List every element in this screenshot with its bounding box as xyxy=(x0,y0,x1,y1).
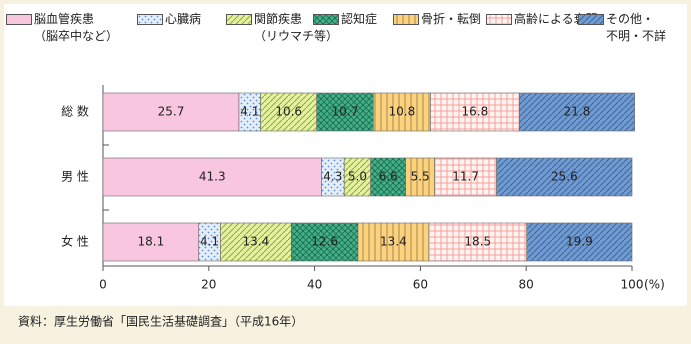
legend-swatch xyxy=(313,14,339,25)
legend-swatch xyxy=(226,14,252,25)
bar-segment xyxy=(430,92,520,132)
legend-label: 認知症 xyxy=(341,12,378,26)
value-label: 13.4 xyxy=(243,235,270,249)
value-label: 25.6 xyxy=(551,170,578,184)
bar-segment xyxy=(102,157,322,197)
value-label: 4.3 xyxy=(323,170,342,184)
category-label: 総 数 xyxy=(61,104,89,119)
bar-segment xyxy=(373,92,431,132)
value-label: 25.7 xyxy=(158,105,185,119)
value-label: 41.3 xyxy=(199,170,226,184)
category-label: 女 性 xyxy=(61,234,89,249)
value-label: 4.1 xyxy=(200,235,219,249)
legend-swatch xyxy=(6,14,32,25)
legend-label: 高齢による衰弱 xyxy=(514,12,598,26)
bar-segment xyxy=(526,222,633,262)
value-label: 11.7 xyxy=(452,170,479,184)
value-label: 10.7 xyxy=(332,105,359,119)
bar-segment xyxy=(343,157,371,197)
value-label: 21.8 xyxy=(564,105,591,119)
bar-segment xyxy=(496,157,633,197)
category-label: 男 性 xyxy=(61,170,89,184)
value-label: 5.5 xyxy=(411,170,430,184)
bar-segment xyxy=(291,222,359,262)
bar-segment xyxy=(405,157,435,197)
bar-segment xyxy=(519,92,635,132)
bar-segment xyxy=(434,157,497,197)
x-tick-label: 80 xyxy=(519,278,534,292)
x-tick-label: 40 xyxy=(307,278,322,292)
bar-segment xyxy=(316,92,374,132)
value-label: 18.5 xyxy=(464,235,491,249)
legend-label: 骨折・転倒 xyxy=(421,12,482,26)
value-label: 18.1 xyxy=(138,235,165,249)
bar-segment xyxy=(220,222,292,262)
x-tick-label: 100 xyxy=(621,278,644,292)
legend-swatch xyxy=(137,14,163,25)
legend-label: 脳血管疾患 （脳卒中など） xyxy=(34,12,119,43)
x-tick-label: 60 xyxy=(413,278,428,292)
value-label: 12.6 xyxy=(311,235,338,249)
legend-swatch xyxy=(486,14,512,25)
value-label: 13.4 xyxy=(380,235,407,249)
value-label: 10.6 xyxy=(275,105,302,119)
value-label: 5.0 xyxy=(348,170,367,184)
legend-label: 関節疾患 （リウマチ等） xyxy=(254,12,339,43)
x-tick-label: 20 xyxy=(201,278,216,292)
value-label: 19.9 xyxy=(566,235,593,249)
bar-segment xyxy=(370,157,406,197)
legend-swatch xyxy=(393,14,419,25)
legend-label: その他・ 不明・不詳 xyxy=(606,12,667,43)
legend-swatch xyxy=(578,14,604,25)
bar-segment xyxy=(102,92,240,132)
bar-segment xyxy=(357,222,430,262)
x-tick-label: 0 xyxy=(99,278,107,292)
x-unit: (%) xyxy=(644,278,665,292)
source-note: 資料：厚生労働省「国民生活基礎調査」（平成16年） xyxy=(18,315,303,329)
value-label: 16.8 xyxy=(462,105,489,119)
value-label: 4.1 xyxy=(240,105,259,119)
legend-label: 心臓病 xyxy=(165,12,202,26)
value-label: 10.8 xyxy=(389,105,416,119)
bar-segment xyxy=(260,92,318,132)
value-label: 6.6 xyxy=(379,170,398,184)
